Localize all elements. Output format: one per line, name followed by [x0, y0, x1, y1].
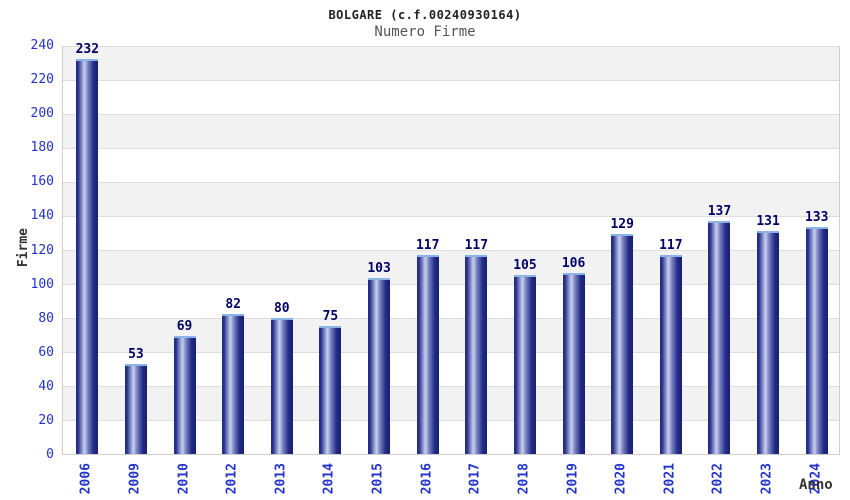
x-tick-label: 2006: [78, 463, 94, 495]
x-tick-label: 2019: [565, 463, 581, 495]
bar: [222, 314, 245, 454]
x-tick-label: 2017: [467, 463, 483, 495]
bar: [513, 275, 536, 454]
y-tick-label: 100: [30, 276, 54, 292]
y-tick-label: 20: [38, 412, 54, 428]
x-tick-label: 2020: [613, 463, 629, 495]
x-tick-label: 2021: [662, 463, 678, 495]
bar: [319, 326, 342, 454]
bar: [368, 278, 391, 454]
x-tick-label: 2012: [224, 463, 240, 495]
x-axis-title: Anno: [799, 477, 833, 493]
y-tick-label: 200: [30, 106, 54, 122]
bar-value-label: 82: [225, 297, 242, 313]
bar: [76, 58, 99, 454]
y-tick-label: 60: [38, 344, 54, 360]
x-tick-label: 2016: [419, 463, 435, 495]
bar: [173, 336, 196, 454]
bar-value-label: 117: [464, 237, 489, 253]
bar: [708, 220, 731, 454]
plot-band: [63, 114, 839, 148]
bar-value-label: 133: [804, 210, 829, 226]
chart-subtitle: Numero Firme: [374, 24, 476, 40]
bar-value-label: 137: [707, 203, 732, 219]
x-tick-label: 2023: [759, 463, 775, 495]
y-tick-label: 80: [38, 310, 54, 326]
x-tick-label: 2015: [370, 463, 386, 495]
bar: [659, 254, 682, 454]
bar-value-label: 131: [756, 213, 780, 229]
x-tick-label: 2010: [176, 463, 192, 495]
bar-value-label: 232: [75, 41, 100, 57]
plot-band: [63, 148, 839, 183]
x-tick-label: 2022: [710, 463, 726, 495]
y-tick-label: 0: [46, 447, 54, 462]
plot-band: [63, 46, 839, 80]
x-tick-label: 2014: [321, 463, 337, 495]
y-tick-label: 160: [30, 174, 54, 190]
bar-value-label: 69: [176, 319, 193, 335]
chart-title: BOLGARE (c.f.00240930164): [328, 8, 522, 22]
bar-value-label: 53: [128, 346, 144, 362]
bar-value-label: 75: [322, 309, 339, 325]
bar: [757, 230, 780, 454]
bar-value-label: 129: [610, 217, 634, 233]
bar-value-label: 117: [415, 237, 440, 253]
y-tick-label: 40: [38, 378, 54, 394]
y-tick-label: 240: [30, 38, 54, 53]
bar-value-label: 103: [367, 261, 391, 277]
bar-value-label: 80: [273, 300, 290, 316]
y-tick-label: 120: [30, 242, 54, 258]
x-tick-label: 2009: [127, 463, 143, 495]
bar: [611, 234, 634, 454]
y-tick-label: 220: [30, 72, 54, 88]
bar: [465, 254, 488, 454]
plot-area: 232 53 69 82 80 75 103 117 117 105 106 129 117 137 131…: [62, 42, 840, 455]
bar-value-label: 106: [561, 256, 586, 272]
bar: [124, 363, 147, 454]
bar: [562, 273, 585, 454]
bar: [416, 254, 439, 454]
y-tick-label: 140: [30, 208, 54, 224]
plot-band: [63, 182, 839, 216]
bar-value-label: 117: [659, 237, 683, 253]
bar: [270, 317, 293, 454]
x-tick-label: 2013: [273, 463, 289, 495]
y-tick-label: 180: [30, 140, 54, 156]
bar: [805, 227, 828, 454]
x-tick-label: 2018: [516, 463, 532, 495]
bar-value-label: 105: [513, 258, 537, 274]
plot-band: [63, 80, 839, 114]
